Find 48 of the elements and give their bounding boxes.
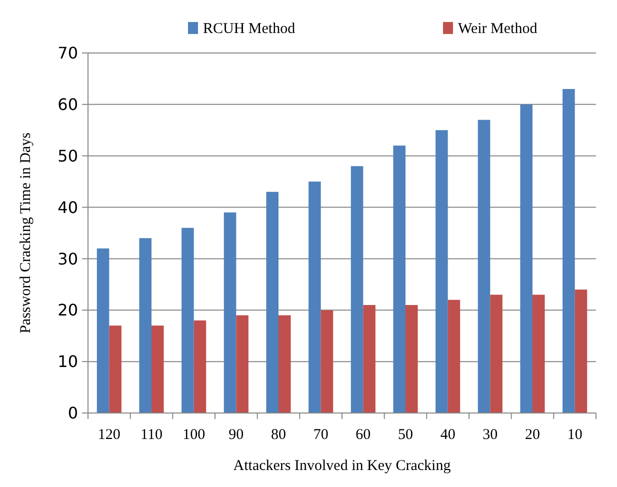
y-tick-label: 70 (58, 44, 78, 63)
legend-label: Weir Method (458, 21, 538, 37)
bar (109, 326, 122, 413)
x-tick-label: 10 (567, 427, 582, 443)
x-tick-label: 20 (525, 427, 540, 443)
x-tick-label: 40 (440, 427, 456, 443)
bar (562, 89, 575, 413)
bar (278, 315, 291, 413)
y-axis-title: Password Cracking Time in Days (18, 132, 34, 334)
bar (236, 315, 248, 413)
bar (194, 320, 206, 413)
y-tick-label: 60 (58, 95, 78, 114)
bar (224, 212, 236, 413)
y-tick-label: 50 (58, 146, 78, 166)
bar (532, 294, 545, 413)
bar (320, 310, 334, 413)
bar (152, 326, 164, 413)
bar (436, 130, 448, 413)
bar (393, 146, 406, 413)
legend-label: RCUH Method (203, 21, 296, 37)
y-tick-label: 20 (58, 300, 78, 320)
bar (574, 290, 588, 413)
bar (520, 104, 532, 413)
bar (490, 294, 502, 413)
bar (363, 305, 376, 413)
bar (96, 248, 110, 413)
bar (448, 300, 460, 413)
x-tick-label: 110 (140, 427, 162, 443)
bar (406, 305, 418, 413)
x-tick-label: 90 (228, 427, 244, 443)
bar (308, 182, 321, 413)
bar (266, 192, 278, 413)
y-tick-label: 40 (58, 198, 78, 217)
x-tick-label: 80 (271, 427, 286, 443)
x-axis-title: Attackers Involved in Key Cracking (233, 458, 452, 474)
x-tick-label: 100 (182, 427, 206, 443)
bar (478, 120, 490, 413)
x-tick-label: 60 (356, 427, 371, 443)
x-tick-label: 50 (398, 427, 413, 443)
y-tick-label: 30 (58, 249, 78, 268)
bar (139, 238, 152, 413)
x-tick-label: 30 (482, 427, 498, 443)
y-tick-label: 0 (68, 404, 78, 423)
x-tick-label: 120 (98, 427, 120, 443)
x-tick-label: 70 (313, 427, 328, 443)
bar (350, 166, 364, 413)
bar (182, 228, 194, 413)
y-tick-label: 10 (58, 352, 78, 372)
